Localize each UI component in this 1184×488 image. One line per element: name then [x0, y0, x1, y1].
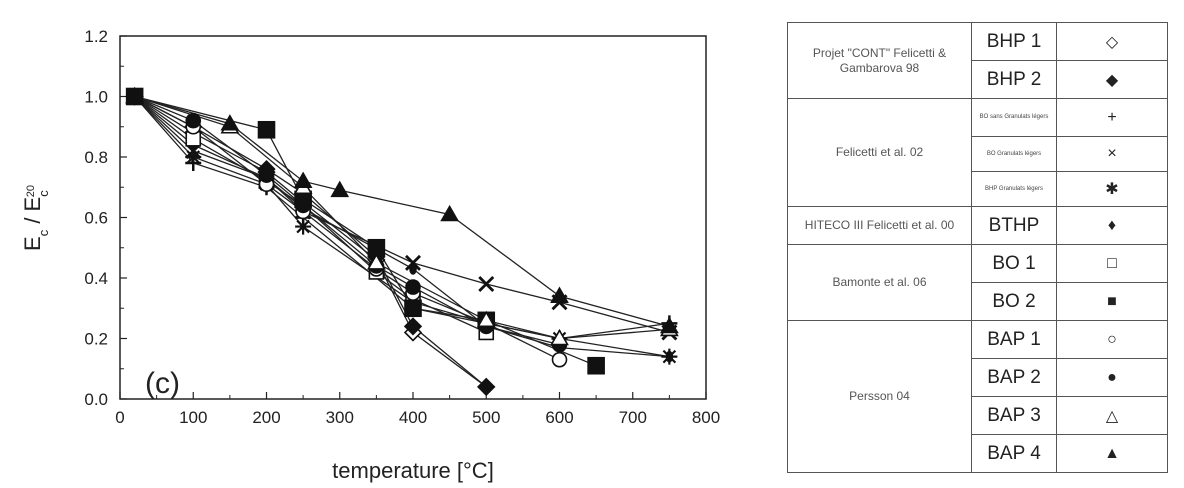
marker-circle-filled — [405, 279, 421, 295]
legend-code: BHP Granulats légers — [971, 171, 1057, 207]
series-line — [134, 95, 560, 361]
marker-dot — [409, 263, 417, 275]
marker-square-filled — [587, 356, 605, 375]
series-line — [134, 95, 597, 367]
x-tick-label: 0 — [115, 408, 124, 427]
legend-code: BHP 1 — [971, 22, 1057, 61]
legend-code: BAP 3 — [971, 396, 1057, 435]
marker-circle-open — [551, 351, 568, 368]
legend-symbol-icon: ✱ — [1056, 171, 1168, 207]
marker-diamond-filled — [477, 377, 496, 397]
legend-symbol-icon: × — [1056, 136, 1168, 172]
marker-triangle-filled — [125, 86, 145, 104]
legend-row: HITECO III Felicetti et al. 00 BTHP ♦ — [787, 206, 1168, 245]
marker-triangle-filled — [440, 204, 460, 222]
x-tick-label: 600 — [545, 408, 573, 427]
series-line — [134, 96, 670, 334]
legend-symbol-icon: + — [1056, 98, 1168, 137]
marker-triangle-filled — [330, 180, 350, 198]
y-tick-label: 1.0 — [84, 88, 108, 107]
legend-row: Bamonte et al. 06 BO 1 □ — [787, 244, 1168, 321]
legend-symbol-icon: ◇ — [1056, 22, 1168, 61]
tick-labels: 0 100 200 300 400 500 600 700 800 0.0 0.2 0.4 0.6 0.8… — [84, 27, 720, 427]
legend-symbol-icon: ■ — [1056, 282, 1168, 321]
legend-code: BO sans Granulats légers — [971, 98, 1057, 137]
series-line — [134, 96, 670, 340]
legend-symbol-icon: □ — [1056, 244, 1168, 283]
plot-frame — [119, 35, 707, 400]
legend-code: BAP 2 — [971, 358, 1057, 397]
legend-symbol-icon: ○ — [1056, 320, 1168, 359]
y-tick-label: 0.2 — [84, 330, 108, 349]
legend-code: BO Granulats légers — [971, 136, 1057, 172]
series-line — [134, 95, 670, 358]
x-tick-label: 300 — [326, 408, 354, 427]
legend-row: Felicetti et al. 02 BO sans Granulats lég… — [787, 98, 1168, 207]
legend-symbol-icon: ◆ — [1056, 60, 1168, 99]
chart: 0 100 200 300 400 500 600 700 800 0.0 0.2 0.4 0.6 0.8… — [20, 27, 720, 483]
series-line — [134, 95, 670, 328]
legend-row: Persson 04 BAP 1 ○ — [787, 320, 1168, 473]
y-tick-label: 0.8 — [84, 148, 108, 167]
series-line — [134, 96, 670, 358]
y-tick-label: 1.2 — [84, 27, 108, 46]
y-axis-title: Ec / Ec20 — [20, 185, 51, 251]
marker-triangle-filled — [293, 171, 313, 188]
series-line — [134, 95, 560, 346]
marker-cross — [478, 276, 495, 293]
marker-circle-filled — [185, 112, 202, 129]
x-tick-label: 200 — [252, 408, 280, 427]
marker-star — [185, 149, 202, 165]
marker-triangle-filled — [220, 114, 240, 131]
legend-row: BHP Granulats légers ✱ — [788, 171, 1168, 207]
y-tick-label: 0.6 — [84, 209, 108, 228]
legend-source: Bamonte et al. 06 — [787, 244, 972, 321]
legend-code: BO 1 — [971, 244, 1057, 283]
series-line — [134, 95, 670, 340]
marker-triangle-filled — [659, 316, 679, 334]
panel-label: (c) — [145, 367, 180, 400]
legend-code: BTHP — [971, 206, 1057, 245]
legend-symbol-icon: ● — [1056, 358, 1168, 397]
legend-source: Projet "CONT" Felicetti & Gambarova 98 — [787, 22, 972, 99]
legend-source: HITECO III Felicetti et al. 00 — [787, 206, 972, 245]
x-tick-label: 400 — [399, 408, 427, 427]
marker-star — [295, 218, 312, 235]
legend-code: BHP 2 — [971, 60, 1057, 99]
marker-square-filled — [257, 120, 276, 139]
legend-symbol-icon: △ — [1056, 396, 1168, 435]
x-tick-label: 800 — [692, 408, 720, 427]
y-tick-label: 0.0 — [84, 390, 108, 409]
marker-dot — [665, 350, 674, 363]
marker-triangle-open — [550, 328, 569, 346]
legend-row: BAP 2 ● — [788, 358, 1168, 397]
legend-row: BAP 3 △ — [788, 396, 1168, 435]
series-lines — [134, 95, 670, 388]
marker-triangle-filled — [550, 286, 569, 303]
marker-cross — [405, 254, 421, 271]
legend-row: Projet "CONT" Felicetti & Gambarova 98 BH… — [787, 22, 1168, 99]
legend-symbol-icon: ▲ — [1056, 434, 1168, 473]
legend-source: Felicetti et al. 02 — [787, 98, 972, 207]
series-markers — [125, 86, 679, 397]
legend-code: BO 2 — [971, 282, 1057, 321]
marker-circle-filled — [295, 197, 311, 214]
legend-symbol-icon: ♦ — [1056, 206, 1168, 245]
marker-diamond-filled — [403, 317, 423, 336]
legend-row: BAP 4 ▲ — [788, 434, 1168, 473]
marker-triangle-open — [366, 253, 386, 270]
x-tick-label: 500 — [472, 408, 500, 427]
legend-code: BAP 1 — [971, 320, 1057, 359]
axis-ticks — [119, 35, 707, 400]
y-tick-label: 0.4 — [84, 269, 108, 288]
x-tick-label: 100 — [179, 408, 207, 427]
x-axis-title: temperature [°C] — [332, 458, 494, 483]
legend-source: Persson 04 — [787, 320, 972, 473]
legend-table: Projet "CONT" Felicetti & Gambarova 98 BH… — [787, 22, 1168, 473]
marker-circle-filled — [258, 167, 275, 183]
marker-square-filled — [404, 299, 422, 318]
legend-code: BAP 4 — [971, 434, 1057, 473]
x-tick-label: 700 — [619, 408, 647, 427]
marker-triangle-open — [476, 310, 496, 328]
